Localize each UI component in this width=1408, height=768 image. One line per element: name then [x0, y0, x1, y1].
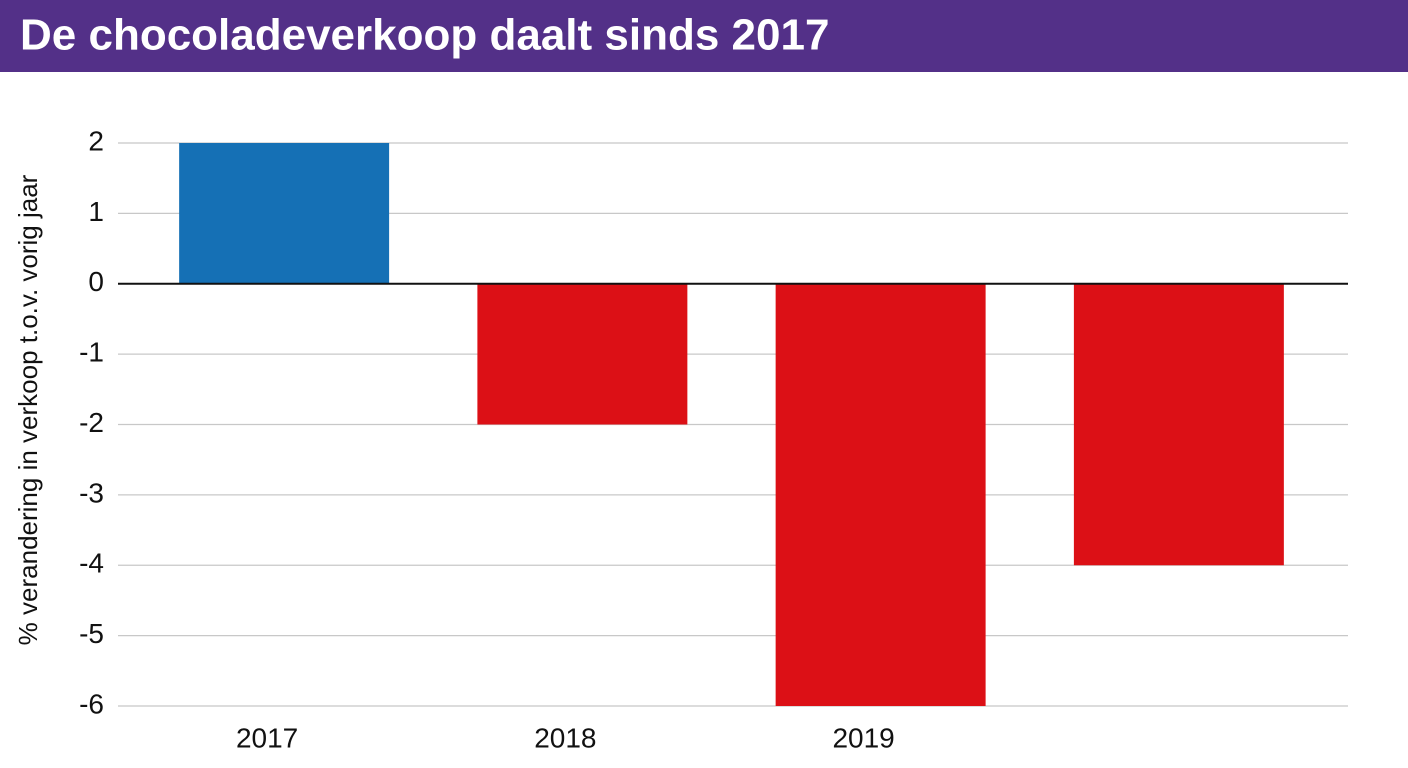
- y-tick-label: -3: [79, 477, 104, 508]
- y-tick-label: -6: [79, 688, 104, 719]
- bar: [775, 283, 986, 706]
- y-tick-label: 0: [88, 266, 104, 297]
- bar: [477, 283, 688, 425]
- y-tick-label: -5: [79, 618, 104, 649]
- x-tick-label: 2018: [534, 722, 596, 753]
- y-tick-label: -2: [79, 407, 104, 438]
- y-tick-label: 2: [88, 125, 104, 156]
- title-bar: [0, 0, 1408, 72]
- y-axis-label: % verandering in verkoop t.o.v. vorig ja…: [13, 174, 43, 645]
- chart-title: De chocoladeverkoop daalt sinds 2017: [20, 11, 829, 60]
- bar: [179, 143, 390, 284]
- y-tick-label: -4: [79, 548, 104, 579]
- bar: [1073, 283, 1284, 566]
- y-tick-label: 1: [88, 196, 104, 227]
- x-tick-label: 2019: [832, 722, 894, 753]
- y-tick-label: -1: [79, 337, 104, 368]
- x-tick-label: 2017: [236, 722, 298, 753]
